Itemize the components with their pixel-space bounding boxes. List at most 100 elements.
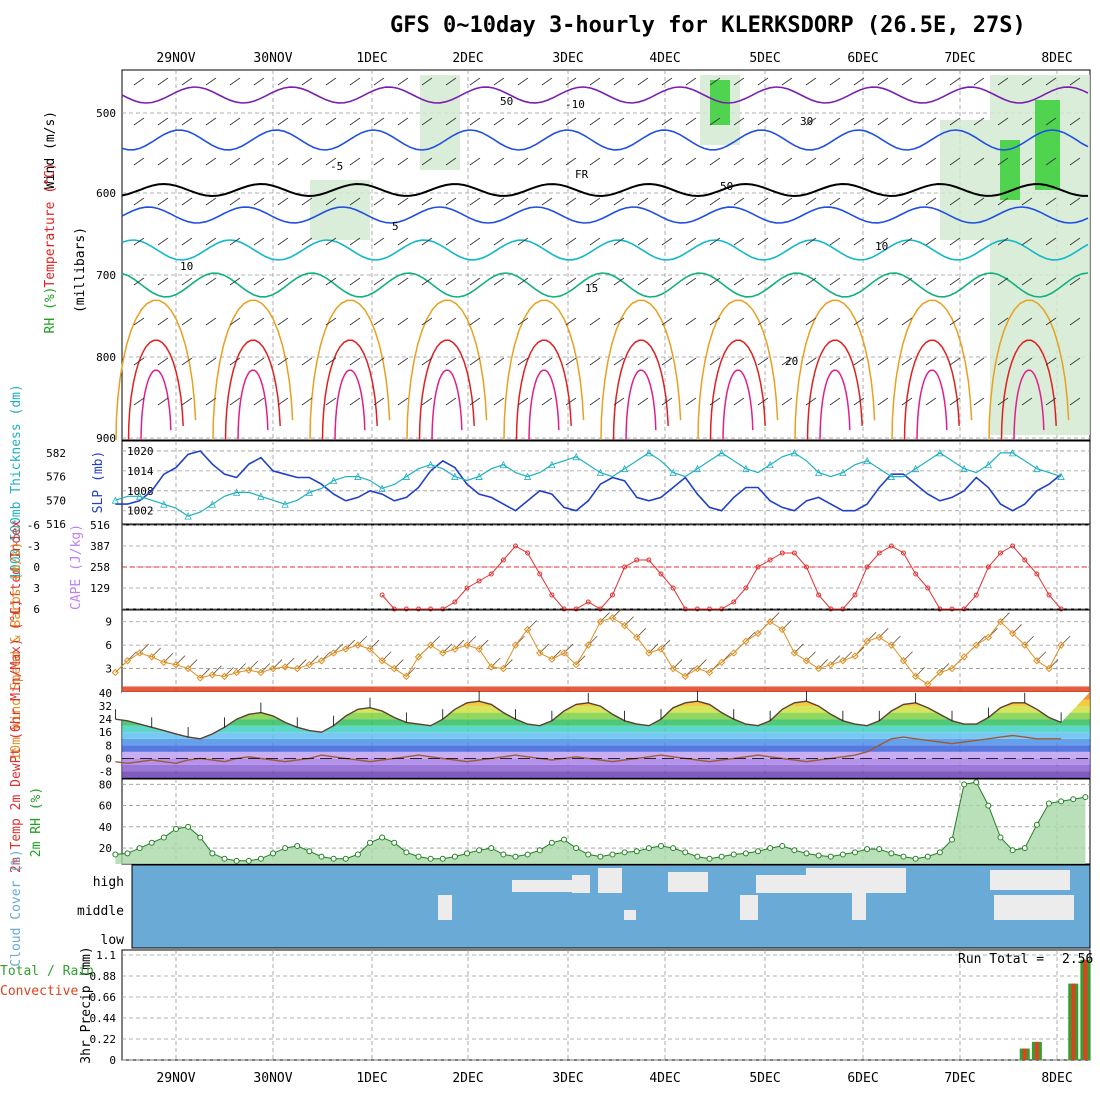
wind-barb <box>373 157 385 166</box>
cape-tick-label: 387 <box>90 540 110 553</box>
rh-marker <box>160 834 167 841</box>
wind-barb <box>373 317 385 326</box>
wind-barb <box>541 77 553 86</box>
wind-barb <box>229 197 241 206</box>
wind-speed-marker <box>645 649 653 657</box>
wind-barb <box>157 237 169 246</box>
wind-barb <box>661 157 673 166</box>
rh-marker <box>658 842 664 849</box>
lifted-index-marker <box>731 599 737 605</box>
wind-barb <box>781 197 793 206</box>
rh-marker <box>403 849 410 856</box>
wind-speed-marker <box>390 664 398 673</box>
wind-speed-marker <box>633 633 641 642</box>
wind-barb <box>205 157 217 166</box>
wind-barb <box>613 157 625 166</box>
wind-speed-marker <box>426 641 435 649</box>
thickness-marker <box>329 476 338 484</box>
bottom-date-label: 7DEC <box>944 1071 975 1086</box>
wind-barb <box>973 157 985 166</box>
rh-marker <box>609 851 616 858</box>
wind-barb <box>781 77 793 86</box>
wind-barb <box>181 117 193 126</box>
wind-barb <box>709 117 721 126</box>
wind-barb <box>973 277 985 286</box>
wind-barb <box>613 317 625 326</box>
rh-shading <box>420 75 460 170</box>
lifted-index-marker <box>755 564 761 570</box>
lifted-index-marker <box>1046 592 1052 598</box>
wind-barb <box>277 197 289 206</box>
warm-isotherm-dome <box>309 299 391 441</box>
warm-isotherm-dome <box>600 299 682 441</box>
wind-barb <box>973 357 985 366</box>
slp-tick-label: 1014 <box>127 465 154 478</box>
wind-barb <box>781 357 793 366</box>
isotherm-label: -5 <box>330 160 343 173</box>
wind-barb <box>517 77 529 86</box>
wind-speed-marker <box>996 618 1005 626</box>
wind-speed-marker <box>839 657 847 665</box>
wind-speed-marker <box>730 649 738 657</box>
rh-marker <box>791 847 798 854</box>
wind-speed-marker <box>160 658 168 667</box>
wind-barb <box>805 117 817 126</box>
panel-frame <box>121 440 1091 525</box>
wind-barb <box>445 277 457 286</box>
wind-barb <box>949 77 961 86</box>
cloud-block <box>598 868 622 893</box>
wind-barb <box>733 317 745 326</box>
wind-barb <box>685 77 697 86</box>
wind-barb <box>469 197 481 206</box>
lifted-index-marker <box>403 606 409 612</box>
wind-barb <box>205 117 217 126</box>
cloud-level-label: low <box>101 933 125 948</box>
wind-barb <box>805 197 817 206</box>
slp-tick-label: 1002 <box>127 505 154 518</box>
wind-barb <box>637 277 649 286</box>
top-date-label: 3DEC <box>552 51 583 66</box>
thickness-marker <box>669 468 677 477</box>
wind-barb <box>1021 317 1033 326</box>
wind-speed-marker <box>1008 629 1017 638</box>
isotherm-label: FR <box>575 168 589 181</box>
wind-speed-marker <box>851 652 859 660</box>
wind-barb <box>925 237 937 246</box>
rh-marker <box>1046 800 1052 807</box>
wind-barb <box>637 117 649 126</box>
isotherm-label: 15 <box>585 282 598 295</box>
wind-barb <box>781 237 793 246</box>
warm-isotherm-dome <box>115 299 197 441</box>
lifted-index-marker <box>597 606 603 612</box>
thickness-marker <box>1008 448 1017 457</box>
wind-barb <box>181 197 193 206</box>
wind-barb <box>1021 277 1033 286</box>
lifted-index-marker <box>901 550 906 556</box>
wind-barb <box>757 397 769 406</box>
rh-tick-label: 20 <box>99 842 112 855</box>
wind-barb <box>445 117 457 126</box>
wind-barb <box>709 197 721 206</box>
wind-speed-marker <box>790 649 799 657</box>
cloud-block <box>990 870 1070 890</box>
rh-marker <box>1070 796 1077 803</box>
rh-marker <box>1033 821 1040 828</box>
rh-marker <box>997 834 1004 841</box>
wind-barb <box>133 357 145 366</box>
wind-barb <box>181 357 193 366</box>
wind-barb <box>301 277 313 286</box>
dewpoint-line <box>115 734 1062 765</box>
wind-barb <box>901 277 913 286</box>
wind-tick-label: 6 <box>105 639 112 652</box>
wind-barb <box>205 397 217 406</box>
wind-barb <box>829 397 841 406</box>
lifted-index-marker <box>513 543 518 549</box>
wind-barb <box>589 357 601 366</box>
lifted-index-marker <box>876 550 882 556</box>
thickness-marker <box>887 472 896 480</box>
wind-barb <box>781 397 793 406</box>
wind-barb <box>421 237 433 246</box>
wind-barb <box>853 397 865 406</box>
thickness-marker <box>572 452 580 461</box>
wind-barb <box>325 157 337 166</box>
